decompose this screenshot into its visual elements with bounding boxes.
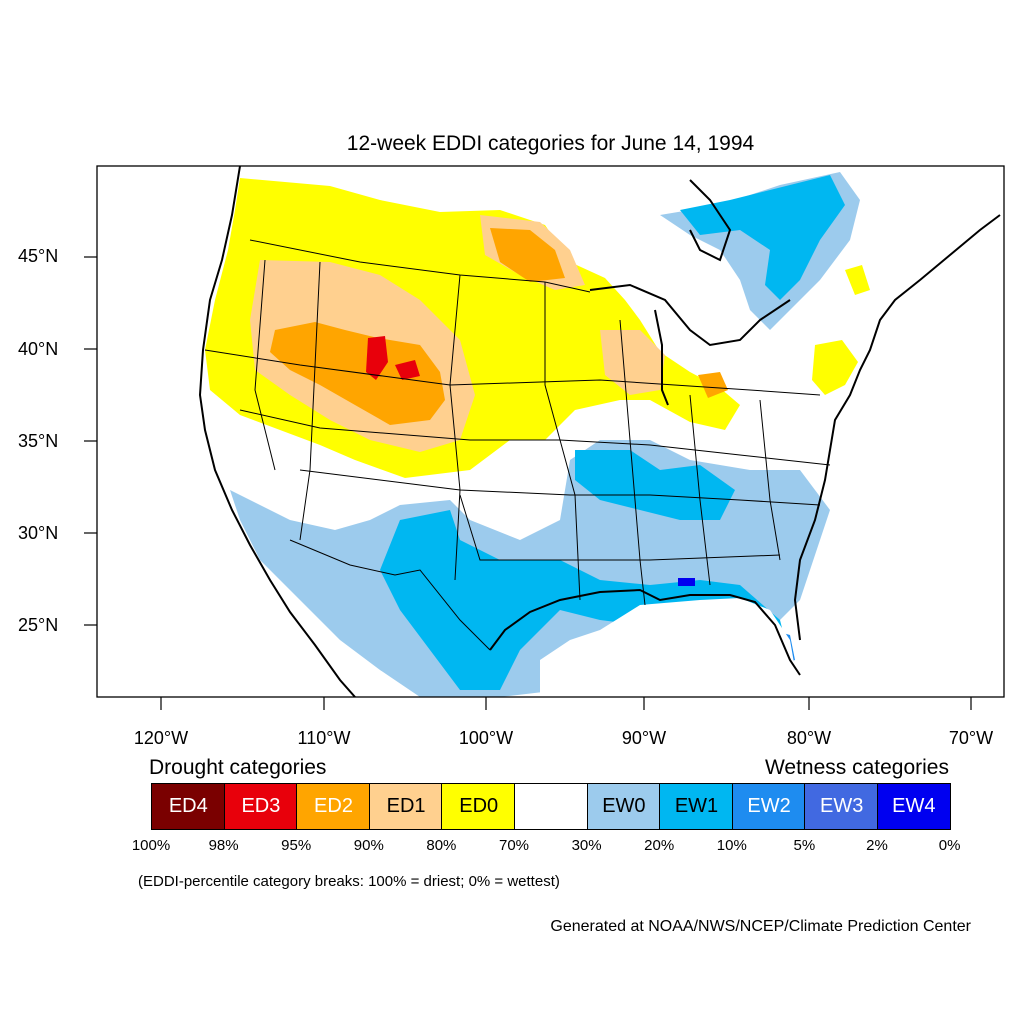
legend-wetness-heading: Wetness categories xyxy=(764,756,949,779)
lon-label-120w: 120°W xyxy=(133,728,189,748)
great-lakes-line xyxy=(589,283,791,347)
region-ed3-wyoming xyxy=(366,336,388,380)
region-ed2-ohio xyxy=(698,372,728,398)
region-ew4-gulf xyxy=(678,578,695,586)
pacific-ocean xyxy=(97,166,330,697)
lon-label-100w: 100°W xyxy=(458,728,514,748)
border-lon-80 xyxy=(759,399,781,561)
border-lon-111 xyxy=(299,261,321,541)
hudson-bay-line xyxy=(689,179,732,262)
legend-break-label: 10% xyxy=(716,837,747,854)
border-lat-41 xyxy=(204,349,821,396)
region-ew1-midsouth xyxy=(575,450,735,520)
lon-label-80w: 80°W xyxy=(786,728,832,748)
border-lat-31 xyxy=(459,494,781,561)
region-ew1-northeast xyxy=(680,175,845,300)
legend-break-label: 100% xyxy=(131,837,171,854)
gulf-coast-line xyxy=(489,588,801,676)
category-regions xyxy=(205,172,870,697)
legend-break-label: 0% xyxy=(938,837,961,854)
legend-cell-ew3: EW3 xyxy=(804,783,878,830)
lat-label-25: 25°N xyxy=(18,615,59,635)
region-ed1-michigan xyxy=(600,330,665,395)
map-frame xyxy=(96,165,1005,698)
legend-cell-ew2: EW2 xyxy=(731,783,806,830)
border-lon-104 xyxy=(449,274,461,581)
legend-break-label: 30% xyxy=(571,837,602,854)
coastlines xyxy=(198,166,1001,697)
legend-cell-ew4: EW4 xyxy=(877,783,951,830)
lat-label-30: 30°N xyxy=(18,523,59,543)
legend-break-label: 98% xyxy=(208,837,239,854)
legend-cell-ed1: ED1 xyxy=(368,783,443,830)
border-lon-96 xyxy=(544,282,581,601)
region-ed2-rockies xyxy=(270,322,445,425)
lon-label-90w: 90°W xyxy=(621,728,667,748)
legend-cell-ed0: ED0 xyxy=(441,783,515,830)
legend-cell-neutral xyxy=(514,783,588,830)
axis-ticks xyxy=(84,256,972,710)
legend-break-label: 2% xyxy=(866,837,888,854)
lon-label-110w: 110°W xyxy=(297,728,351,748)
border-lon-116 xyxy=(254,259,276,471)
legend-drought-heading: Drought categories xyxy=(149,756,327,779)
lat-label-35: 35°N xyxy=(18,431,59,451)
legend-break-label: 90% xyxy=(353,837,384,854)
map-title: 12-week EDDI categories for June 14, 199… xyxy=(346,132,755,155)
legend-break-label: 70% xyxy=(498,837,530,854)
credit-text: Generated at NOAA/NWS/NCEP/Climate Predi… xyxy=(550,918,971,935)
region-ed0-maine xyxy=(845,265,870,295)
legend-break-label: 95% xyxy=(281,837,312,854)
legend-break-label: 80% xyxy=(426,837,457,854)
region-ed3-wyoming-2 xyxy=(395,360,420,380)
lat-label-40: 40°N xyxy=(18,339,59,359)
legend-cell-ew1: EW1 xyxy=(659,783,733,830)
lon-label-70w: 70°W xyxy=(948,728,994,748)
lat-label-45: 45°N xyxy=(18,246,59,266)
legend-cell-ed4: ED4 xyxy=(151,783,225,830)
west-coast-line xyxy=(198,166,356,697)
state-borders xyxy=(204,239,831,651)
region-ew1-texas-gulf xyxy=(380,510,790,690)
legend-break-label: 20% xyxy=(644,837,675,854)
legend-cell-ed2: ED2 xyxy=(296,783,370,830)
legend-cell-ew0: EW0 xyxy=(586,783,661,830)
region-ed2-minnesota xyxy=(490,228,565,282)
gulf-of-mexico xyxy=(540,598,800,697)
category-break-note: (EDDI-percentile category breaks: 100% =… xyxy=(138,873,560,890)
lake-michigan-line xyxy=(654,309,669,406)
legend-cell-ed3: ED3 xyxy=(223,783,298,830)
atlantic-ocean xyxy=(810,166,1004,697)
border-lon-85 xyxy=(689,394,711,586)
border-lon-90 xyxy=(619,319,646,606)
legend-break-label: 5% xyxy=(793,837,816,854)
border-mexico xyxy=(289,539,491,651)
region-ed0-northeast xyxy=(812,340,858,395)
atlantic-coast-line xyxy=(793,214,1001,641)
border-lat-33 xyxy=(299,469,821,506)
